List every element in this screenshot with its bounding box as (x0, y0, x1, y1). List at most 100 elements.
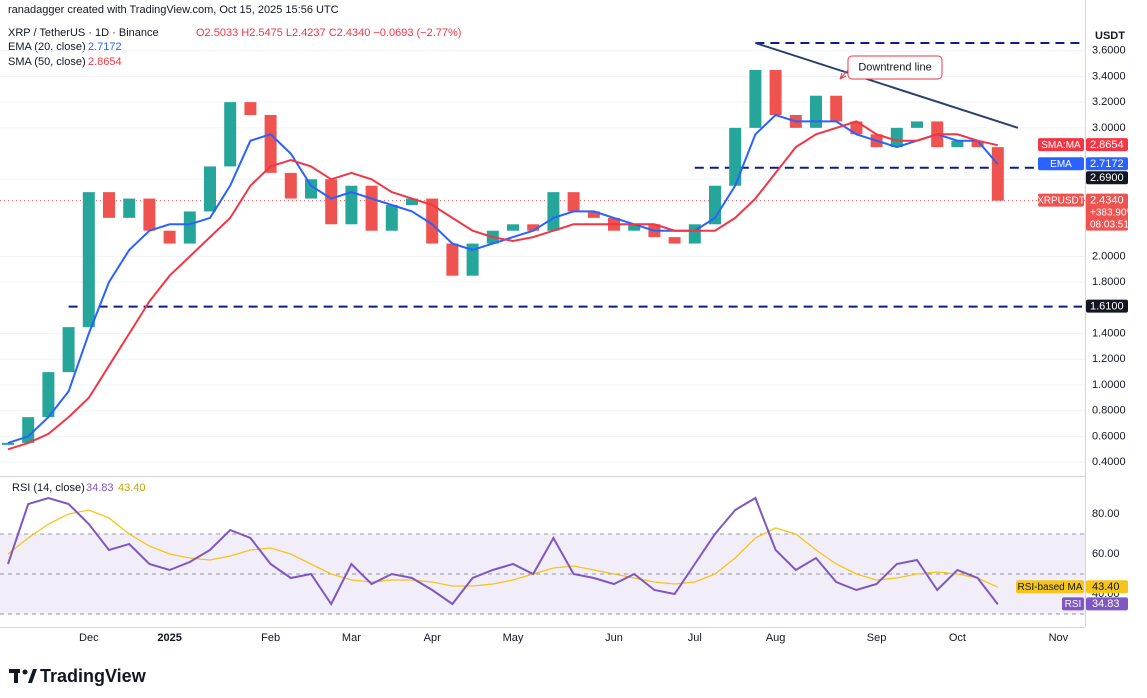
candle (426, 198, 439, 244)
rsi-legend-value: 34.83 (86, 482, 114, 494)
candle (123, 198, 136, 218)
price-tag-value: 2.7172 (1090, 158, 1124, 170)
y-tick-label: 3.4000 (1092, 70, 1126, 82)
candle (82, 192, 95, 328)
series-line (7, 509, 999, 588)
logo (9, 669, 37, 683)
y-tick-label: 2.0000 (1092, 250, 1126, 262)
candle (365, 185, 378, 231)
price-tag-name: XRPUSDT (1037, 195, 1085, 206)
candle (183, 211, 196, 244)
ohlc: O2.5033 H2.5475 L2.4237 C2.4340 −0.0693 … (196, 27, 461, 39)
annotation-box (847, 55, 943, 80)
series-line (7, 113, 999, 444)
candle (204, 166, 216, 212)
footer-brand: TradingView (40, 666, 147, 686)
candle (325, 179, 338, 225)
price-tag-value: 2.6900 (1090, 172, 1124, 184)
candle (810, 95, 822, 128)
axis-unit: USDT (1095, 30, 1125, 42)
y-tick-label: 1.4000 (1092, 327, 1126, 339)
rsi-tag-name-box (1016, 580, 1084, 594)
rsi-tag-name: RSI (1065, 599, 1082, 610)
x-tick-label: Mar (342, 632, 361, 644)
price-tag-name-box (1038, 157, 1084, 171)
candle (991, 147, 1004, 201)
x-tick-label: Apr (424, 632, 441, 644)
candle (143, 198, 156, 231)
price-tag (1086, 299, 1128, 313)
candle (830, 95, 843, 122)
candle (628, 224, 641, 231)
x-tick-label: Aug (766, 632, 786, 644)
price-tag-name-box (1038, 138, 1084, 152)
logo-shape (22, 669, 28, 675)
price-tag (1086, 138, 1128, 152)
y-tick-label: 0.6000 (1092, 430, 1126, 442)
x-tick-label: Oct (949, 632, 966, 644)
y-tick-label: 80.00 (1092, 508, 1120, 520)
candle (668, 237, 681, 244)
sma-legend-value: 2.8654 (88, 56, 122, 68)
trendline (755, 42, 1019, 129)
candle (911, 121, 923, 128)
y-tick-label: 0.8000 (1092, 405, 1126, 417)
candle (587, 211, 600, 218)
price-tag-name: SMA:MA (1041, 140, 1081, 151)
price-tag (1086, 171, 1128, 185)
tag-layer: Downtrend line 2.8654 SMA:MA 2.7172 EMA 2.690… (839, 55, 1135, 611)
candle (406, 198, 418, 205)
x-tick-label: Sep (867, 632, 887, 644)
candle (446, 243, 459, 276)
candle (244, 102, 257, 115)
data-layer (2, 70, 1004, 606)
x-tick-label: Jun (605, 632, 623, 644)
candle (224, 102, 237, 167)
rsi-tag-name: RSI-based MA (1017, 582, 1082, 593)
y-tick-label: 3.2000 (1092, 96, 1126, 108)
rsi-ma-legend-value: 43.40 (118, 482, 146, 494)
y-tick-label: 1.2000 (1092, 353, 1126, 365)
candle (890, 127, 903, 148)
price-tag (1086, 193, 1128, 231)
rsi-tag-value: 34.83 (1092, 598, 1120, 610)
price-tag-value: 1.6100 (1090, 300, 1124, 312)
candle (527, 224, 540, 231)
candle (567, 192, 580, 212)
candle (749, 70, 762, 128)
candle (951, 140, 964, 148)
candle (42, 372, 55, 418)
header: ranadagger created with TradingView.com,… (8, 4, 339, 16)
ema-legend-value: 2.7172 (88, 41, 122, 53)
annotation: Downtrend line (858, 61, 931, 73)
series-line (7, 496, 999, 606)
rsi-legend: RSI (14, close) (12, 482, 85, 494)
y-tick-label: 3.0000 (1092, 122, 1126, 134)
candle (507, 224, 519, 231)
change-tag: +383.90% (1090, 207, 1135, 218)
x-tick-label: Dec (79, 632, 99, 644)
countdown: 08:03:51 (1090, 219, 1129, 230)
annotation-arrow (839, 69, 849, 80)
x-tick-label: Nov (1049, 632, 1069, 644)
sma-legend: SMA (50, close) (8, 56, 86, 68)
x-tick-label: Jul (688, 632, 702, 644)
y-tick-label: 3.6000 (1092, 45, 1126, 57)
candle (264, 115, 277, 173)
price-tag-name: EMA (1050, 159, 1072, 170)
price-tag-value: 2.8654 (1090, 139, 1124, 151)
candle (385, 205, 398, 231)
series-line (7, 120, 999, 451)
candle (62, 327, 75, 373)
candle (103, 192, 115, 218)
y-tick-label: 60.00 (1092, 548, 1120, 560)
logo-shape (14, 669, 18, 683)
price-tag-name-box (1038, 193, 1084, 207)
candle (163, 230, 176, 244)
candle (971, 140, 984, 148)
candle (729, 127, 742, 186)
x-tick-label: May (503, 632, 524, 644)
candle (305, 179, 317, 199)
